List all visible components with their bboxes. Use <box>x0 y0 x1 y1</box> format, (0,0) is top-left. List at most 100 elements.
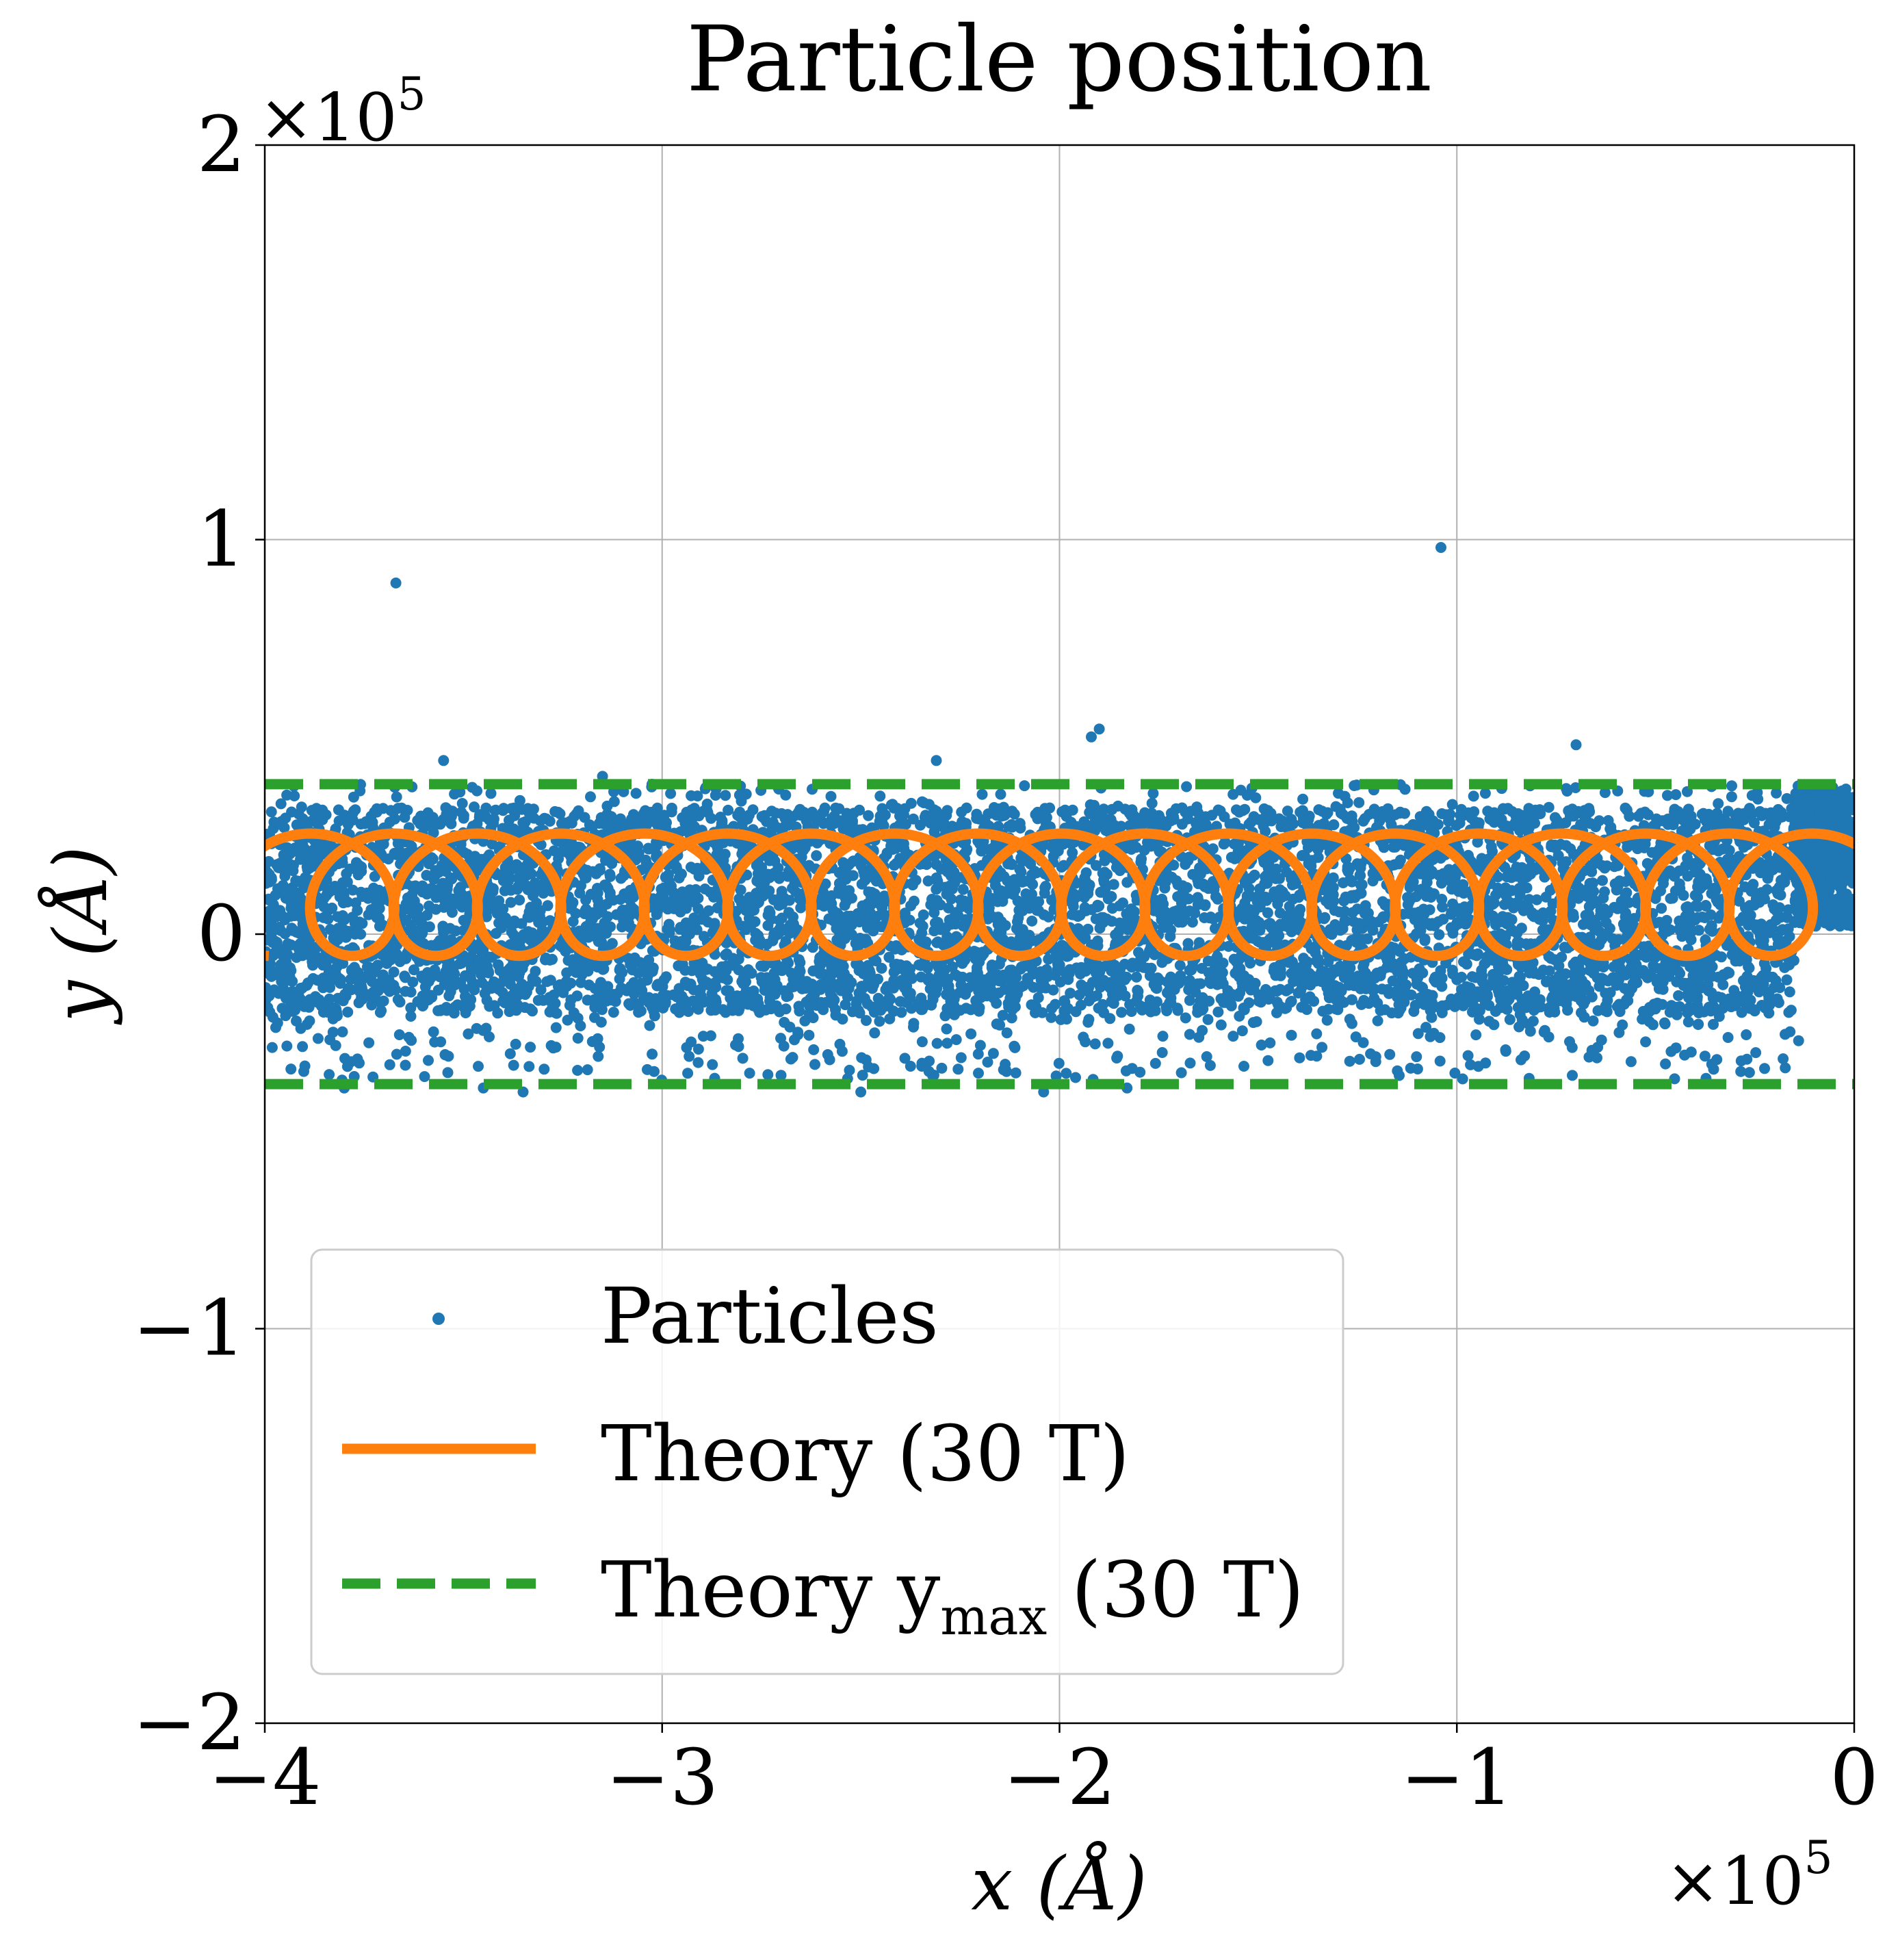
particle-point <box>827 998 838 1009</box>
particle-point <box>384 1059 395 1070</box>
particle-point <box>970 995 982 1007</box>
particle-point <box>604 871 616 882</box>
particle-point <box>976 788 988 800</box>
particle-point <box>1355 998 1367 1010</box>
particle-point <box>1658 878 1669 890</box>
chart-title: Particle position <box>686 7 1432 112</box>
particle-point <box>737 1053 749 1064</box>
particle-point <box>734 811 746 823</box>
particle-point <box>1578 918 1589 930</box>
particle-point <box>345 974 356 985</box>
particle-point <box>829 818 840 829</box>
particle-point <box>974 1040 986 1051</box>
particle-point <box>719 849 731 860</box>
particle-point <box>735 884 746 896</box>
particle-point <box>1306 855 1318 866</box>
particle-point <box>630 788 642 799</box>
particle-point <box>1399 784 1411 795</box>
particle-point <box>1640 1036 1652 1048</box>
particle-point <box>1670 789 1682 801</box>
particle-point <box>484 1031 495 1042</box>
particle-point <box>1262 907 1273 918</box>
particle-point <box>1782 904 1794 916</box>
particle-point <box>1026 915 1038 927</box>
particle-point <box>1783 1007 1795 1018</box>
particle-point <box>1601 860 1613 872</box>
particle-point <box>1316 1042 1328 1053</box>
particle-point <box>471 1022 482 1034</box>
particle-point <box>1204 1059 1216 1071</box>
particle-point <box>400 1059 411 1071</box>
particle-point <box>1059 804 1071 816</box>
particle-point <box>572 1065 584 1076</box>
particle-point <box>1102 1037 1114 1049</box>
particle-point <box>1061 1068 1072 1079</box>
particle-point <box>394 996 406 1008</box>
particle-point <box>847 855 859 867</box>
particle-point <box>423 1055 434 1066</box>
particle-point <box>1146 797 1158 809</box>
particle-point <box>450 925 461 937</box>
particle-point <box>406 1035 417 1046</box>
particle-point <box>494 965 506 977</box>
particle-point <box>556 818 567 829</box>
particle-point <box>430 892 442 903</box>
particle-point <box>1433 929 1445 940</box>
particle-point <box>1488 897 1500 909</box>
particle-point <box>476 977 488 988</box>
particle-point <box>1123 1023 1135 1035</box>
particle-point <box>1102 893 1114 905</box>
particle-point <box>1513 937 1525 948</box>
particle-point <box>1597 875 1608 886</box>
particle-point <box>869 1027 881 1039</box>
particle-point <box>955 1052 967 1063</box>
particle-point <box>1297 793 1309 805</box>
particle-point <box>1131 971 1142 983</box>
particle-point <box>844 1064 855 1076</box>
particle-point <box>1212 1006 1224 1018</box>
particle-point <box>1227 1031 1239 1042</box>
particle-point <box>1001 1027 1013 1039</box>
particle-point <box>473 812 485 823</box>
particle-point <box>419 1071 430 1083</box>
particle-point <box>1256 1040 1267 1050</box>
particle-point <box>1053 1057 1065 1069</box>
particle-point <box>665 788 677 799</box>
particle-point <box>1599 787 1611 799</box>
particle-point <box>1019 780 1030 792</box>
particle-point <box>1048 984 1059 996</box>
particle-point <box>709 966 720 977</box>
particle-point <box>1621 804 1633 816</box>
particle-point <box>785 1053 796 1065</box>
particle-point <box>285 1063 297 1075</box>
particle-point <box>1156 893 1168 905</box>
particle-point <box>991 1018 1002 1030</box>
particle-point <box>1586 1044 1598 1056</box>
particle-point <box>1613 1027 1625 1038</box>
particle-point <box>388 966 400 978</box>
particle-point <box>1184 994 1195 1006</box>
particle-point <box>428 1026 439 1037</box>
particle-point <box>1201 1051 1212 1062</box>
particle-point <box>604 890 616 902</box>
particle-point <box>456 798 468 809</box>
particle-point <box>1067 804 1078 816</box>
particle-point <box>733 1041 744 1053</box>
particle-point <box>594 1042 606 1053</box>
particle-point <box>1743 1067 1755 1079</box>
particle-point <box>516 918 528 929</box>
particle-point <box>686 1036 697 1048</box>
particle-point <box>1586 866 1598 877</box>
plot-area <box>265 542 1854 1098</box>
particle-point <box>998 1064 1009 1076</box>
particle-point <box>1671 976 1682 988</box>
particle-point <box>1660 1058 1672 1070</box>
particle-point <box>692 1044 704 1055</box>
particle-point <box>447 962 459 973</box>
particle-point <box>1175 1067 1187 1079</box>
particle-point <box>265 806 277 818</box>
particle-point <box>1040 881 1052 892</box>
particle-point <box>1157 1031 1169 1042</box>
particle-point <box>498 975 510 987</box>
particle-point <box>1146 808 1158 819</box>
